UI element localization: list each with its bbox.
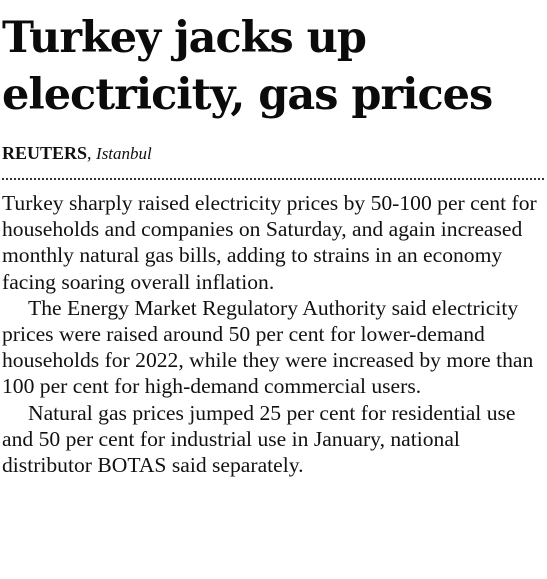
byline-agency: REUTERS bbox=[2, 143, 88, 163]
dotted-divider bbox=[2, 178, 544, 180]
byline-location: Istanbul bbox=[96, 144, 152, 163]
body-paragraph: Turkey sharply raised electricity prices… bbox=[2, 191, 537, 294]
body-paragraph: Natural gas prices jumped 25 per cent fo… bbox=[2, 400, 516, 478]
byline-separator: , bbox=[87, 143, 97, 163]
body-paragraph: The Energy Market Regulatory Authority s… bbox=[2, 295, 534, 399]
article-body: Turkey sharply raised electricity prices… bbox=[2, 190, 547, 478]
byline: REUTERS, Istanbul bbox=[2, 142, 152, 165]
headline: Turkey jacks up electricity, gas prices bbox=[2, 13, 493, 120]
